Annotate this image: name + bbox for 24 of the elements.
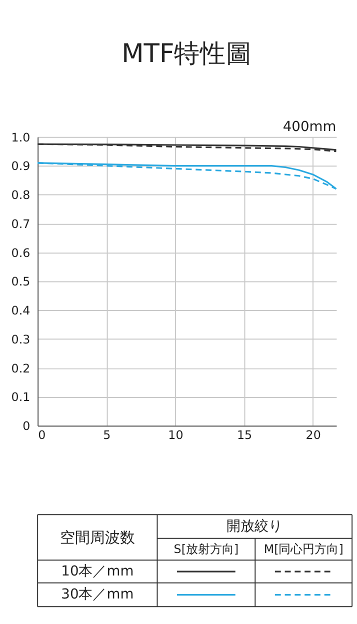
text: S[放射方向] — [174, 542, 239, 556]
text: 空間周波数 — [60, 529, 135, 546]
y-tick-label: 0.3 — [11, 332, 30, 346]
y-tick-label: 0.6 — [11, 246, 30, 260]
y-tick-label: 0.4 — [11, 304, 30, 318]
x-tick-label: 0 — [38, 428, 46, 442]
y-tick-label: 1.0 — [11, 130, 30, 144]
text: 30本／mm — [61, 586, 134, 603]
y-tick-label: 0 — [22, 419, 30, 434]
y-tick-label: 0.7 — [11, 216, 30, 231]
y-tick-label: 0.5 — [11, 274, 30, 289]
x-tick-label: 5 — [103, 428, 111, 442]
y-tick-label: 0.2 — [11, 361, 30, 376]
y-tick-label: 0.8 — [11, 188, 30, 202]
x-tick-label: 20 — [306, 428, 321, 442]
chart-subtitle: 400mm — [282, 118, 336, 135]
chart-title: MTF特性圖 — [122, 38, 252, 69]
x-tick-label: 10 — [168, 428, 184, 442]
y-tick-label: 0.9 — [11, 159, 30, 174]
text: 開放絞り — [226, 518, 283, 534]
y-tick-label: 0.1 — [11, 390, 30, 404]
text: 10本／mm — [61, 563, 134, 580]
text: M[同心円方向] — [264, 542, 344, 556]
x-tick-label: 15 — [236, 428, 252, 442]
